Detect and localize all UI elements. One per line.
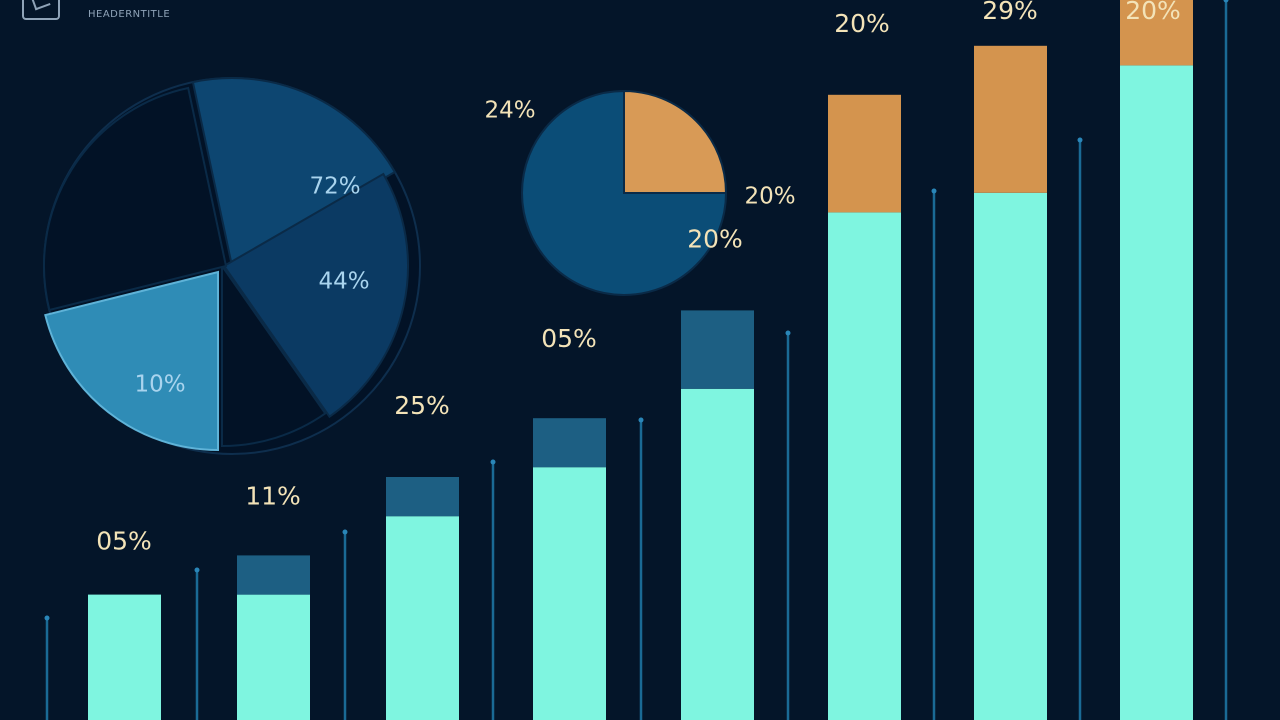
pie-left-slice-label: 72% bbox=[309, 174, 360, 200]
bar-segment-top bbox=[237, 555, 310, 595]
bar-data-label: 29% bbox=[982, 0, 1038, 25]
bar-segment-top bbox=[386, 477, 459, 517]
bar-data-label: 20% bbox=[687, 224, 743, 253]
bar-segment-main bbox=[1120, 65, 1193, 720]
pie-left-slice bbox=[44, 270, 219, 452]
bar-data-label: 11% bbox=[245, 481, 301, 510]
bar-guide-tip bbox=[490, 459, 496, 465]
bar-guide-tip bbox=[785, 330, 791, 336]
bar-segment-main bbox=[386, 516, 459, 720]
bar-segment-main bbox=[828, 212, 901, 720]
bar-data-label: 25% bbox=[394, 391, 450, 420]
bar-data-label: 05% bbox=[541, 324, 597, 353]
bar-data-label: 20% bbox=[834, 9, 890, 38]
pie-left-slice bbox=[222, 172, 409, 419]
pie-right-slice-label: 24% bbox=[484, 98, 535, 124]
bar-segment-main bbox=[974, 192, 1047, 720]
bar-segment-main bbox=[681, 388, 754, 720]
bar-guide-tip bbox=[638, 417, 644, 423]
bar-guide-tip bbox=[1223, 0, 1229, 3]
bar-data-label: 20% bbox=[1125, 0, 1181, 25]
pie-left-slice bbox=[191, 77, 397, 268]
bar-guide-tip bbox=[1077, 137, 1083, 143]
bar-segment-top bbox=[828, 94, 901, 213]
pie-chart-left: 72% 44% 10% bbox=[43, 77, 421, 455]
bar-segment-main bbox=[237, 594, 310, 720]
bar-segment-top bbox=[533, 418, 606, 468]
pie-left-slice-label: 10% bbox=[134, 372, 185, 398]
document-chart-icon bbox=[22, 0, 60, 20]
pie-chart-right: 20% 24% bbox=[484, 89, 796, 296]
pie-left-slice bbox=[43, 86, 228, 312]
bar-segment-top bbox=[974, 45, 1047, 193]
header-caption: HEADERNTITLE bbox=[88, 9, 171, 20]
pie-right-slice bbox=[521, 89, 728, 296]
bar-chart: 05%11%25%05%20%20% 29% 20% bbox=[44, 0, 1229, 720]
bar-guide-tip bbox=[931, 188, 937, 194]
pie-right-slice-label: 20% bbox=[744, 184, 795, 210]
bar-segment-top bbox=[1120, 0, 1193, 66]
bar-segment-top bbox=[681, 310, 754, 389]
bar-guide-tip bbox=[194, 567, 200, 573]
bar-data-label: 05% bbox=[96, 527, 152, 556]
bar-guide-tip bbox=[342, 529, 348, 535]
bar-segment-main bbox=[88, 594, 161, 720]
bar-guide-tip bbox=[44, 615, 50, 621]
pie-right-slice bbox=[623, 89, 728, 194]
bar-segment-main bbox=[533, 467, 606, 720]
pie-left-slice-label: 44% bbox=[318, 269, 369, 295]
pie-left-slice bbox=[221, 262, 327, 448]
